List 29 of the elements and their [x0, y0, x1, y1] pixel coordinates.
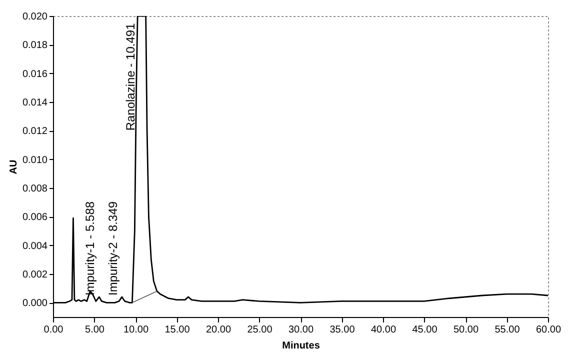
x-tick-label: 25.00 [247, 324, 273, 336]
annotation: Impurity-2 - 8.349 [106, 201, 120, 296]
x-tick-label: 0.00 [44, 324, 64, 336]
y-tick-label: 0.004 [22, 240, 48, 252]
x-tick-label: 60.00 [536, 324, 562, 336]
annotation: Ranolazine - 10.491 [124, 22, 138, 131]
x-tick-label: 20.00 [206, 324, 232, 336]
x-tick-label: 35.00 [330, 324, 356, 336]
x-tick-label: 40.00 [370, 324, 396, 336]
y-tick-label: 0.014 [22, 98, 48, 108]
y-tick-label: 0.018 [22, 40, 48, 52]
x-tick-label: 5.00 [85, 324, 105, 336]
x-tick-label: 30.00 [288, 324, 314, 336]
y-tick-label: 0.010 [22, 154, 48, 166]
y-tick-label: 0.016 [22, 68, 48, 80]
x-tick-label: 15.00 [164, 324, 190, 336]
x-tick-label: 50.00 [453, 324, 479, 336]
x-tick-label: 10.00 [123, 324, 149, 336]
y-tick-label: 0.020 [22, 12, 48, 22]
annotation: Impurity-1 - 5.588 [83, 201, 98, 296]
x-axis-title: Minutes [282, 340, 320, 352]
y-tick-label: 0.000 [22, 298, 48, 310]
x-tick-label: 55.00 [494, 324, 520, 336]
y-axis-title: AU [8, 160, 20, 174]
y-tick-label: 0.002 [22, 270, 48, 280]
y-tick-label: 0.008 [22, 184, 48, 194]
x-tick-label: 45.00 [412, 324, 438, 336]
y-tick-label: 0.006 [22, 212, 48, 224]
y-tick-label: 0.012 [22, 126, 48, 138]
